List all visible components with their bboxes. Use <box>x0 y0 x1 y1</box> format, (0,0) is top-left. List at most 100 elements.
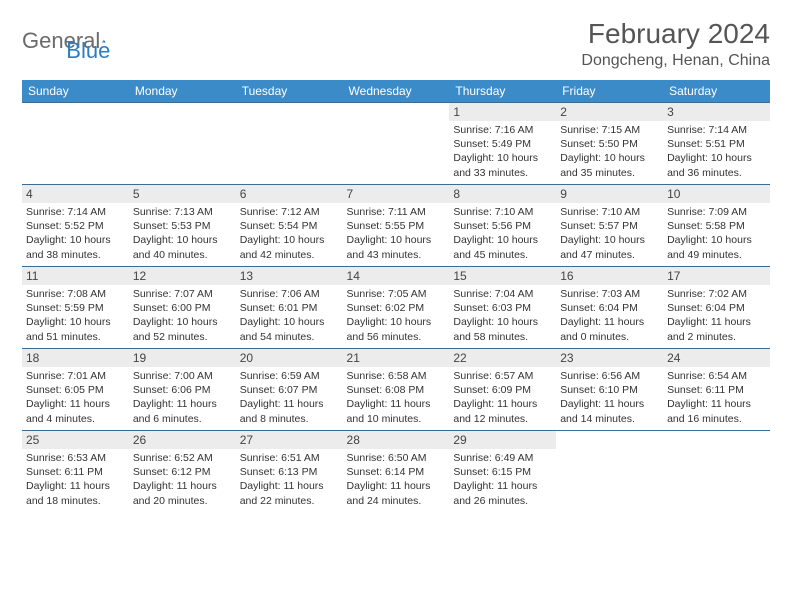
day-number: 20 <box>236 349 343 367</box>
day-content: Sunrise: 7:05 AMSunset: 6:02 PMDaylight:… <box>343 285 450 346</box>
day-number: 3 <box>663 103 770 121</box>
day-content: Sunrise: 7:08 AMSunset: 5:59 PMDaylight:… <box>22 285 129 346</box>
logo: General Blue <box>22 18 110 64</box>
calendar-week-row: 11Sunrise: 7:08 AMSunset: 5:59 PMDayligh… <box>22 267 770 349</box>
calendar-day-cell <box>556 431 663 513</box>
weekday-header: Friday <box>556 80 663 103</box>
weekday-header-row: Sunday Monday Tuesday Wednesday Thursday… <box>22 80 770 103</box>
calendar-day-cell: 11Sunrise: 7:08 AMSunset: 5:59 PMDayligh… <box>22 267 129 349</box>
day-content: Sunrise: 7:00 AMSunset: 6:06 PMDaylight:… <box>129 367 236 428</box>
day-content: Sunrise: 7:09 AMSunset: 5:58 PMDaylight:… <box>663 203 770 264</box>
day-number: 19 <box>129 349 236 367</box>
calendar-day-cell: 21Sunrise: 6:58 AMSunset: 6:08 PMDayligh… <box>343 349 450 431</box>
calendar-day-cell: 18Sunrise: 7:01 AMSunset: 6:05 PMDayligh… <box>22 349 129 431</box>
weekday-header: Monday <box>129 80 236 103</box>
calendar-day-cell: 7Sunrise: 7:11 AMSunset: 5:55 PMDaylight… <box>343 185 450 267</box>
calendar-day-cell: 20Sunrise: 6:59 AMSunset: 6:07 PMDayligh… <box>236 349 343 431</box>
day-number: 10 <box>663 185 770 203</box>
day-number: 23 <box>556 349 663 367</box>
calendar-day-cell: 24Sunrise: 6:54 AMSunset: 6:11 PMDayligh… <box>663 349 770 431</box>
title-block: February 2024 Dongcheng, Henan, China <box>581 18 770 70</box>
calendar-day-cell: 16Sunrise: 7:03 AMSunset: 6:04 PMDayligh… <box>556 267 663 349</box>
day-content: Sunrise: 6:56 AMSunset: 6:10 PMDaylight:… <box>556 367 663 428</box>
calendar-day-cell <box>129 103 236 185</box>
day-number: 4 <box>22 185 129 203</box>
calendar-day-cell: 2Sunrise: 7:15 AMSunset: 5:50 PMDaylight… <box>556 103 663 185</box>
calendar-day-cell: 10Sunrise: 7:09 AMSunset: 5:58 PMDayligh… <box>663 185 770 267</box>
weekday-header: Saturday <box>663 80 770 103</box>
location: Dongcheng, Henan, China <box>581 52 770 70</box>
calendar-week-row: 1Sunrise: 7:16 AMSunset: 5:49 PMDaylight… <box>22 103 770 185</box>
calendar-day-cell: 15Sunrise: 7:04 AMSunset: 6:03 PMDayligh… <box>449 267 556 349</box>
calendar-week-row: 25Sunrise: 6:53 AMSunset: 6:11 PMDayligh… <box>22 431 770 513</box>
calendar-day-cell <box>343 103 450 185</box>
calendar-day-cell: 6Sunrise: 7:12 AMSunset: 5:54 PMDaylight… <box>236 185 343 267</box>
day-content: Sunrise: 7:03 AMSunset: 6:04 PMDaylight:… <box>556 285 663 346</box>
day-content: Sunrise: 7:15 AMSunset: 5:50 PMDaylight:… <box>556 121 663 182</box>
day-number: 7 <box>343 185 450 203</box>
logo-text-blue: Blue <box>66 38 110 64</box>
calendar-day-cell <box>22 103 129 185</box>
day-content: Sunrise: 7:02 AMSunset: 6:04 PMDaylight:… <box>663 285 770 346</box>
day-number: 28 <box>343 431 450 449</box>
calendar-day-cell: 3Sunrise: 7:14 AMSunset: 5:51 PMDaylight… <box>663 103 770 185</box>
day-number: 18 <box>22 349 129 367</box>
day-number: 25 <box>22 431 129 449</box>
day-content: Sunrise: 6:52 AMSunset: 6:12 PMDaylight:… <box>129 449 236 510</box>
calendar-day-cell: 9Sunrise: 7:10 AMSunset: 5:57 PMDaylight… <box>556 185 663 267</box>
day-number: 21 <box>343 349 450 367</box>
weekday-header: Thursday <box>449 80 556 103</box>
day-content: Sunrise: 6:54 AMSunset: 6:11 PMDaylight:… <box>663 367 770 428</box>
day-content: Sunrise: 6:58 AMSunset: 6:08 PMDaylight:… <box>343 367 450 428</box>
day-number: 11 <box>22 267 129 285</box>
calendar-week-row: 18Sunrise: 7:01 AMSunset: 6:05 PMDayligh… <box>22 349 770 431</box>
day-content: Sunrise: 6:57 AMSunset: 6:09 PMDaylight:… <box>449 367 556 428</box>
calendar-day-cell: 22Sunrise: 6:57 AMSunset: 6:09 PMDayligh… <box>449 349 556 431</box>
day-content: Sunrise: 7:14 AMSunset: 5:51 PMDaylight:… <box>663 121 770 182</box>
calendar-day-cell: 14Sunrise: 7:05 AMSunset: 6:02 PMDayligh… <box>343 267 450 349</box>
calendar-day-cell: 25Sunrise: 6:53 AMSunset: 6:11 PMDayligh… <box>22 431 129 513</box>
day-number: 22 <box>449 349 556 367</box>
calendar-day-cell: 12Sunrise: 7:07 AMSunset: 6:00 PMDayligh… <box>129 267 236 349</box>
day-content: Sunrise: 7:12 AMSunset: 5:54 PMDaylight:… <box>236 203 343 264</box>
day-number: 16 <box>556 267 663 285</box>
calendar-day-cell: 23Sunrise: 6:56 AMSunset: 6:10 PMDayligh… <box>556 349 663 431</box>
day-content: Sunrise: 6:51 AMSunset: 6:13 PMDaylight:… <box>236 449 343 510</box>
day-number: 26 <box>129 431 236 449</box>
weekday-header: Wednesday <box>343 80 450 103</box>
day-content: Sunrise: 7:14 AMSunset: 5:52 PMDaylight:… <box>22 203 129 264</box>
weekday-header: Tuesday <box>236 80 343 103</box>
day-content: Sunrise: 7:04 AMSunset: 6:03 PMDaylight:… <box>449 285 556 346</box>
calendar-day-cell: 27Sunrise: 6:51 AMSunset: 6:13 PMDayligh… <box>236 431 343 513</box>
calendar-day-cell: 5Sunrise: 7:13 AMSunset: 5:53 PMDaylight… <box>129 185 236 267</box>
day-number: 1 <box>449 103 556 121</box>
day-content: Sunrise: 6:50 AMSunset: 6:14 PMDaylight:… <box>343 449 450 510</box>
calendar-day-cell: 17Sunrise: 7:02 AMSunset: 6:04 PMDayligh… <box>663 267 770 349</box>
day-content: Sunrise: 6:53 AMSunset: 6:11 PMDaylight:… <box>22 449 129 510</box>
calendar-day-cell <box>663 431 770 513</box>
calendar-day-cell: 4Sunrise: 7:14 AMSunset: 5:52 PMDaylight… <box>22 185 129 267</box>
day-number: 14 <box>343 267 450 285</box>
day-number: 27 <box>236 431 343 449</box>
day-number: 17 <box>663 267 770 285</box>
day-content: Sunrise: 7:07 AMSunset: 6:00 PMDaylight:… <box>129 285 236 346</box>
day-content: Sunrise: 7:10 AMSunset: 5:56 PMDaylight:… <box>449 203 556 264</box>
day-content: Sunrise: 7:01 AMSunset: 6:05 PMDaylight:… <box>22 367 129 428</box>
day-content: Sunrise: 7:11 AMSunset: 5:55 PMDaylight:… <box>343 203 450 264</box>
calendar-table: Sunday Monday Tuesday Wednesday Thursday… <box>22 80 770 513</box>
calendar-day-cell: 13Sunrise: 7:06 AMSunset: 6:01 PMDayligh… <box>236 267 343 349</box>
calendar-body: 1Sunrise: 7:16 AMSunset: 5:49 PMDaylight… <box>22 103 770 513</box>
calendar-day-cell: 1Sunrise: 7:16 AMSunset: 5:49 PMDaylight… <box>449 103 556 185</box>
day-content: Sunrise: 7:10 AMSunset: 5:57 PMDaylight:… <box>556 203 663 264</box>
day-number: 15 <box>449 267 556 285</box>
day-number: 9 <box>556 185 663 203</box>
header: General Blue February 2024 Dongcheng, He… <box>22 18 770 70</box>
day-number: 29 <box>449 431 556 449</box>
day-number: 8 <box>449 185 556 203</box>
calendar-day-cell: 19Sunrise: 7:00 AMSunset: 6:06 PMDayligh… <box>129 349 236 431</box>
calendar-day-cell: 29Sunrise: 6:49 AMSunset: 6:15 PMDayligh… <box>449 431 556 513</box>
day-content: Sunrise: 7:16 AMSunset: 5:49 PMDaylight:… <box>449 121 556 182</box>
day-content: Sunrise: 7:13 AMSunset: 5:53 PMDaylight:… <box>129 203 236 264</box>
month-title: February 2024 <box>581 18 770 50</box>
day-number: 12 <box>129 267 236 285</box>
